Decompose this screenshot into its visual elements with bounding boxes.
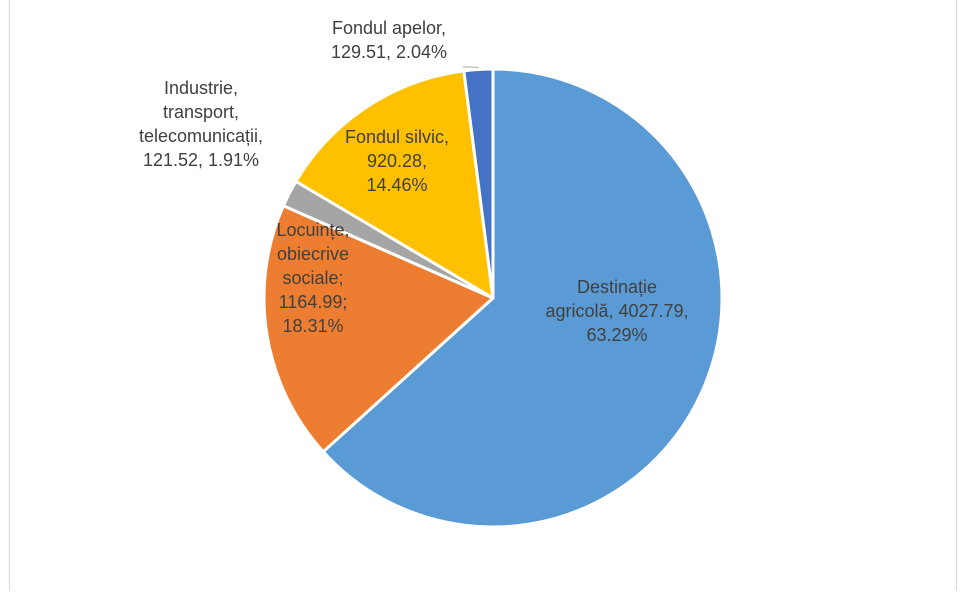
data-label-5-line-2: 129.51, 2.04% [331, 42, 447, 62]
chart-area [9, 0, 957, 591]
data-label-2-line-4: 1164.99; [279, 292, 348, 312]
data-label-5: Fondul apelor, 129.51, 2.04% [331, 18, 447, 62]
data-label-3-line-1: Industrie, [164, 78, 238, 98]
leader-lines [463, 66, 479, 68]
leader-line-fondul-apelor [463, 66, 479, 68]
data-label-3: Industrie, transport, telecomunicații, 121.… [139, 78, 263, 170]
data-label-4-line-3: 14.46% [366, 175, 427, 195]
data-label-1-line-1: Destinație [577, 277, 657, 297]
pie-slice-1 [321, 67, 724, 529]
data-label-4-line-1: Fondul silvic, [345, 127, 449, 147]
data-label-1: Destinație agricolă, 4027.79, 63.29% [545, 277, 688, 345]
data-label-1-line-3: 63.29% [586, 325, 647, 345]
data-label-4: Fondul silvic, 920.28, 14.46% [345, 127, 449, 195]
data-label-2: Locuințe, obiecrive sociale; 1164.99; 18.31% [276, 220, 349, 336]
data-label-2-line-1: Locuințe, [276, 220, 349, 240]
pie-slice-4 [294, 69, 495, 300]
data-label-5-line-1: Fondul apelor, [332, 18, 446, 38]
data-label-3-line-4: 121.52, 1.91% [143, 150, 259, 170]
data-label-2-line-3: sociale; [282, 268, 343, 288]
data-label-3-line-3: telecomunicații, [139, 126, 263, 146]
pie-slice-5 [462, 67, 495, 300]
data-labels: Destinație agricolă, 4027.79, 63.29% Locuin… [139, 18, 689, 345]
data-label-2-line-5: 18.31% [282, 316, 343, 336]
pie-slice-2 [262, 204, 495, 454]
pie-slices [262, 67, 724, 529]
data-label-2-line-2: obiecrive [277, 244, 349, 264]
data-label-4-line-2: 920.28, [367, 151, 427, 171]
data-label-3-line-2: transport, [163, 102, 239, 122]
data-label-1-line-2: agricolă, 4027.79, [545, 301, 688, 321]
